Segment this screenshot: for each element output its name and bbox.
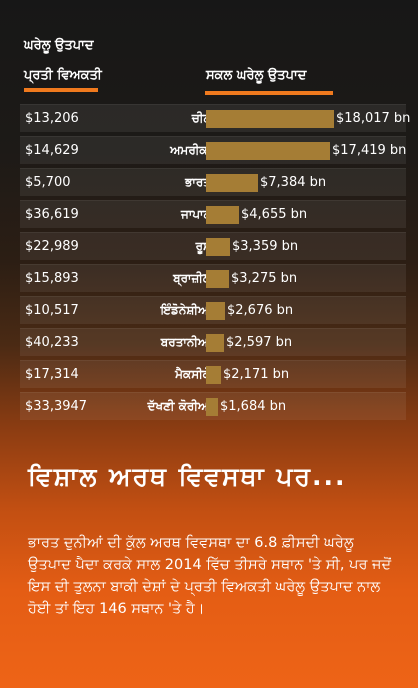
table-row: $33,3947 ਦੱਖਣੀ ਕੋਰੀਆ $1,684 bn bbox=[20, 392, 406, 420]
gdp-bar bbox=[206, 334, 224, 352]
per-capita-value: $14,629 bbox=[25, 143, 79, 158]
gdp-value-label: $1,684 bn bbox=[220, 399, 287, 414]
country-label: ਅਮਰੀਕਾ bbox=[170, 143, 211, 157]
country-label: ਜਾਪਾਨ bbox=[181, 207, 211, 221]
per-capita-underline bbox=[24, 88, 98, 92]
gdp-bar bbox=[206, 270, 229, 288]
per-capita-header-line2: ਪ੍ਰਤੀ ਵਿਅਕਤੀ bbox=[24, 68, 102, 83]
per-capita-value: $33,3947 bbox=[25, 399, 88, 414]
table-row: $36,619 ਜਾਪਾਨ $4,655 bn bbox=[20, 200, 406, 228]
gdp-bar bbox=[206, 398, 218, 416]
body-paragraph: ਭਾਰਤ ਦੁਨੀਆਂ ਦੀ ਕੁੱਲ ਅਰਥ ਵਿਵਸਥਾ ਦਾ 6.8 ਫ਼… bbox=[28, 535, 392, 617]
per-capita-value: $36,619 bbox=[25, 207, 79, 222]
gdp-value-label: $4,655 bn bbox=[241, 207, 308, 222]
gdp-bar bbox=[206, 206, 239, 224]
per-capita-value: $10,517 bbox=[25, 303, 79, 318]
gdp-bar bbox=[206, 238, 230, 256]
gdp-bar bbox=[206, 302, 225, 320]
country-label: ਇੰਡੋਨੇਸ਼ੀਆ bbox=[160, 303, 211, 317]
per-capita-value: $17,314 bbox=[25, 367, 79, 382]
per-capita-value: $40,233 bbox=[25, 335, 79, 350]
gdp-underline bbox=[205, 91, 333, 95]
gdp-value-label: $17,419 bn bbox=[332, 143, 407, 158]
gdp-bar bbox=[206, 142, 330, 160]
country-label: ਬਰਤਾਨੀਆ bbox=[160, 335, 211, 349]
table-row: $15,893 ਬ੍ਰਾਜ਼ੀਲ $3,275 bn bbox=[20, 264, 406, 292]
gdp-header: ਸਕਲ ਘਰੇਲੂ ਉਤਪਾਦ bbox=[206, 68, 307, 83]
headline: ਵਿਸ਼ਾਲ ਅਰਥ ਵਿਵਸਥਾ ਪਰ... bbox=[28, 462, 347, 491]
gdp-chart: $13,206 ਚੀਨ $18,017 bn $14,629 ਅਮਰੀਕਾ $17,419… bbox=[20, 104, 410, 424]
per-capita-header-line1: ਘਰੇਲੂ ਉਤਪਾਦ bbox=[24, 38, 94, 53]
table-row: $5,700 ਭਾਰਤ $7,384 bn bbox=[20, 168, 406, 196]
gdp-value-label: $3,275 bn bbox=[231, 271, 298, 286]
gdp-value-label: $18,017 bn bbox=[336, 111, 411, 126]
gdp-bar bbox=[206, 366, 221, 384]
table-row: $10,517 ਇੰਡੋਨੇਸ਼ੀਆ $2,676 bn bbox=[20, 296, 406, 324]
table-row: $14,629 ਅਮਰੀਕਾ $17,419 bn bbox=[20, 136, 406, 164]
gdp-value-label: $7,384 bn bbox=[260, 175, 327, 190]
per-capita-value: $13,206 bbox=[25, 111, 79, 126]
per-capita-value: $15,893 bbox=[25, 271, 79, 286]
country-label: ਮੈਕਸੀਕੋ bbox=[175, 367, 211, 381]
gdp-value-label: $2,597 bn bbox=[226, 335, 293, 350]
table-row: $13,206 ਚੀਨ $18,017 bn bbox=[20, 104, 410, 132]
per-capita-value: $22,989 bbox=[25, 239, 79, 254]
country-label: ਭਾਰਤ bbox=[185, 175, 211, 189]
country-label: ਬ੍ਰਾਜ਼ੀਲ bbox=[173, 271, 211, 285]
gdp-value-label: $3,359 bn bbox=[232, 239, 299, 254]
table-row: $17,314 ਮੈਕਸੀਕੋ $2,171 bn bbox=[20, 360, 406, 388]
gdp-bar bbox=[206, 174, 258, 192]
per-capita-value: $5,700 bbox=[25, 175, 71, 190]
gdp-value-label: $2,676 bn bbox=[227, 303, 294, 318]
country-label: ਦੱਖਣੀ ਕੋਰੀਆ bbox=[147, 399, 211, 413]
table-row: $22,989 ਰੂਸ $3,359 bn bbox=[20, 232, 406, 260]
gdp-value-label: $2,171 bn bbox=[223, 367, 290, 382]
table-row: $40,233 ਬਰਤਾਨੀਆ $2,597 bn bbox=[20, 328, 406, 356]
gdp-bar bbox=[206, 110, 334, 128]
